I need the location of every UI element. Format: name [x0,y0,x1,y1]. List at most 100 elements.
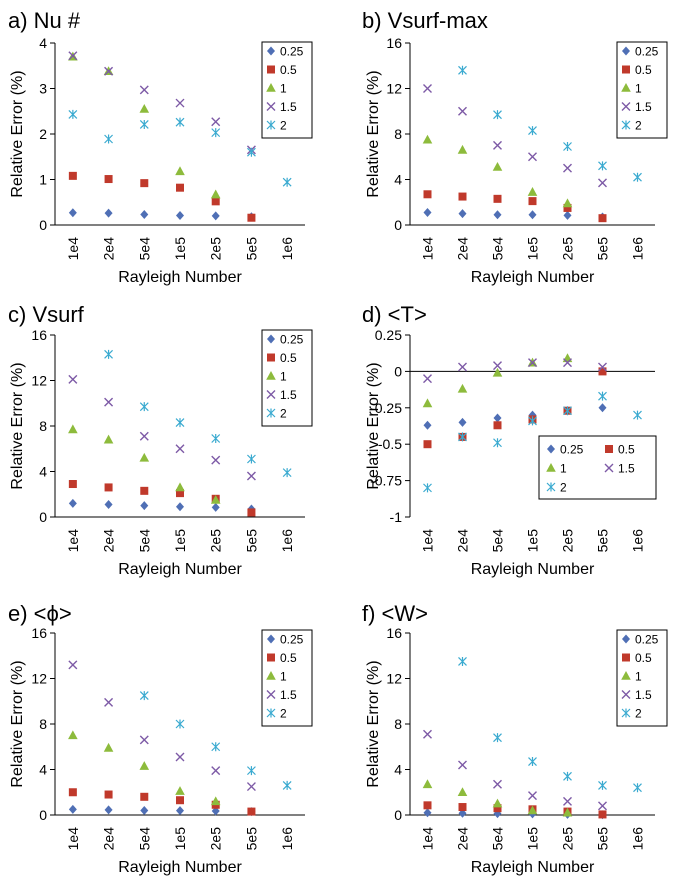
point-1-5-1e4 [68,374,78,384]
y-tick-label: 8 [39,716,47,732]
point-0-25-1e4 [68,498,77,508]
y-tick-label: 3 [39,81,47,97]
point-2-5e5 [247,454,256,464]
point-2-5e4 [139,119,149,129]
point-0-25-1e5 [176,502,184,512]
x-tick-label: 2e4 [455,237,471,261]
legend-marker-1-5 [621,102,631,111]
point-1-5e4 [139,103,150,113]
x-tick-label: 1e5 [525,237,541,261]
point-0-25-1e5 [176,806,184,816]
point-1-5e4 [492,367,503,377]
point-1-5-1e4 [423,374,432,384]
point-0-5-1e4 [68,480,77,489]
legend-marker-2 [266,120,276,130]
point-1-1e4 [68,424,78,434]
x-tick-label: 2e5 [208,827,224,851]
x-axis-title: Rayleigh Number [118,859,242,876]
legend-marker-0-25 [622,634,630,644]
point-2-2e4 [104,349,113,359]
y-tick-label: 16 [31,327,47,343]
point-0-25-1e5 [528,210,537,220]
point-0-5-5e4 [140,792,149,801]
y-tick-label: 16 [386,35,402,51]
legend-marker-0-25 [622,46,630,56]
point-0-25-2e5 [563,210,572,220]
point-0-5-2e5 [211,197,220,206]
point-0-25-1e4 [423,808,432,818]
legend-label-0-25: 0.25 [635,45,659,59]
legend-label-0-5: 0.5 [618,443,635,457]
legend-marker-1-5 [266,390,276,399]
point-1-5-2e4 [458,106,467,116]
point-1-5-2e5 [211,117,221,127]
legend-label-1-5: 1.5 [618,462,635,476]
point-1-5-1e4 [68,51,78,61]
y-tick-label: 0 [394,363,402,379]
point-2-1e5 [528,757,537,767]
point-1-2e5 [562,353,573,363]
x-tick-label: 2e5 [560,529,576,553]
legend-label-1: 1 [280,370,287,384]
point-0-5-1e4 [423,440,432,449]
y-tick-label: 0 [39,509,47,525]
point-2-2e5 [563,142,572,152]
point-1-2e5 [210,189,221,199]
legend: 0.25 0.5 1 1.5 2 [616,629,668,727]
point-2-5e4 [493,733,502,743]
y-tick-label: 16 [386,625,402,641]
legend-marker-0-25 [267,334,275,344]
point-1-5-5e4 [493,361,502,371]
point-0-5-5e4 [493,804,502,813]
point-0-5-1e5 [176,796,184,805]
x-tick-label: 5e5 [243,827,259,851]
point-2-5e4 [493,110,502,120]
point-1-1e5 [175,786,185,795]
point-2-1e5 [528,126,537,136]
legend-marker-1-5 [604,463,614,473]
legend-marker-0-25 [267,46,275,56]
chart-title: d) <T> [362,302,427,327]
legend-label-1-5: 1.5 [635,688,652,702]
x-tick-label: 1e6 [279,827,295,851]
x-tick-label: 2e5 [560,827,576,851]
point-1-5e4 [139,761,150,770]
x-tick-label: 1e5 [172,529,188,553]
x-tick-label: 5e4 [136,237,152,261]
point-0-25-2e5 [211,211,220,221]
point-0-5-2e4 [458,192,467,201]
legend-label-1-5: 1.5 [280,688,297,702]
y-axis-title: Relative Error (%) [9,362,26,489]
point-1-2e4 [457,787,468,797]
x-tick-label: 5e4 [136,827,152,851]
legend-label-0-25: 0.25 [280,633,304,647]
point-1-1e4 [422,779,433,789]
point-0-25-5e4 [140,210,149,220]
chart-title: c) Vsurf [8,302,85,327]
y-tick-label: 0 [39,217,47,233]
legend-marker-0-25 [267,634,275,644]
x-axis-title: Rayleigh Number [471,269,595,286]
point-0-5-1e5 [176,183,184,192]
legend-label-1: 1 [635,670,642,684]
y-tick-label: -0.5 [378,436,402,452]
point-1-2e4 [457,144,468,154]
point-0-5-2e4 [104,790,113,799]
x-tick-label: 1e6 [630,237,646,261]
legend-marker-0-5 [622,653,630,662]
point-2-1e6 [633,783,642,793]
point-2-1e5 [528,416,537,426]
point-2-5e4 [139,691,149,701]
x-tick-label: 2e5 [208,237,224,261]
point-0-25-2e4 [458,417,467,427]
point-1-5e4 [492,798,503,808]
point-1-5e4 [492,161,503,171]
legend-label-0-5: 0.5 [280,351,297,365]
legend-label-1: 1 [280,670,287,684]
point-1-5-2e4 [458,760,467,770]
y-axis-title: Relative Error (%) [9,660,26,787]
point-1-1e5 [175,166,185,176]
point-2-1e6 [633,172,642,182]
